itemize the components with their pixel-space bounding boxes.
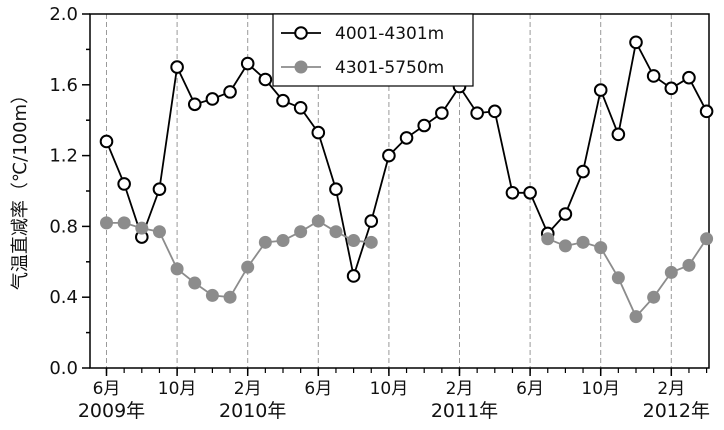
data-point xyxy=(311,214,325,228)
data-point xyxy=(276,93,290,108)
series-layer xyxy=(99,35,714,324)
data-point xyxy=(364,214,379,228)
data-point xyxy=(187,97,202,112)
y-tick-label: 2.0 xyxy=(49,4,78,25)
data-point xyxy=(170,262,184,276)
x-tick-label: 6月 xyxy=(304,379,332,399)
legend-marker xyxy=(294,26,308,40)
data-point xyxy=(99,134,114,149)
data-point xyxy=(117,216,131,230)
x-tick-label: 2月 xyxy=(446,379,474,399)
data-point xyxy=(347,234,361,248)
data-point xyxy=(135,221,149,235)
legend-label: 4001-4301m xyxy=(335,24,444,44)
data-point xyxy=(240,56,255,71)
data-point xyxy=(188,276,202,290)
y-tick-label: 1.2 xyxy=(49,146,78,167)
year-label: 2011年 xyxy=(431,400,498,422)
data-point xyxy=(611,271,625,285)
x-tick-label: 6月 xyxy=(516,379,544,399)
data-point xyxy=(329,182,343,197)
x-tick-label: 10月 xyxy=(158,379,197,399)
y-tick-label: 0.4 xyxy=(49,287,78,308)
data-point xyxy=(100,216,113,230)
series-line xyxy=(106,220,372,299)
data-point xyxy=(170,60,184,74)
data-point xyxy=(205,288,219,302)
legend-label: 4301-5750m xyxy=(335,58,444,78)
data-point xyxy=(558,239,572,253)
data-point xyxy=(223,290,237,304)
y-tick-label: 0.0 xyxy=(49,358,78,379)
data-point xyxy=(576,164,590,179)
series-2 xyxy=(100,214,714,324)
data-point xyxy=(223,85,237,99)
data-point xyxy=(593,83,608,97)
data-point xyxy=(699,104,714,119)
data-point xyxy=(611,127,626,142)
data-point xyxy=(329,225,343,239)
data-point xyxy=(488,104,502,119)
data-point xyxy=(294,225,308,239)
data-point xyxy=(558,207,573,221)
data-point xyxy=(417,118,432,133)
x-tick-label: 2月 xyxy=(657,379,685,399)
data-point xyxy=(664,81,679,96)
data-point xyxy=(629,35,643,50)
y-tick-label: 0.8 xyxy=(49,216,78,237)
data-point xyxy=(541,232,555,246)
data-point xyxy=(152,182,167,197)
data-point xyxy=(382,148,396,163)
data-point xyxy=(647,290,661,304)
year-label: 2010年 xyxy=(219,400,286,422)
data-point xyxy=(505,185,520,200)
data-point xyxy=(629,310,643,324)
data-point xyxy=(258,235,272,249)
x-tick-label: 10月 xyxy=(370,379,409,399)
legend-box xyxy=(272,13,474,87)
x-tick-label: 10月 xyxy=(581,379,620,399)
data-point xyxy=(664,265,678,279)
x-tick-label: 6月 xyxy=(93,379,121,399)
data-point xyxy=(276,234,290,248)
data-point xyxy=(523,185,537,200)
data-point xyxy=(594,241,608,255)
x-axis-ticks: 6月 10月 2月 6月 10月 2月 6月 10月 2月 xyxy=(93,368,708,399)
y-axis-label: 气温直减率（℃/100m） xyxy=(10,86,31,290)
data-point xyxy=(311,125,326,140)
data-point xyxy=(700,232,714,246)
legend-marker xyxy=(294,60,308,74)
data-point xyxy=(364,235,378,249)
y-tick-label: 1.6 xyxy=(49,75,78,96)
data-point xyxy=(205,92,220,106)
data-point xyxy=(646,69,661,83)
data-point xyxy=(293,101,308,115)
data-point xyxy=(435,106,449,120)
year-labels: 2009年 2010年 2011年 2012年 xyxy=(78,400,710,422)
data-point xyxy=(576,235,590,249)
data-point xyxy=(682,258,696,272)
data-point xyxy=(470,106,484,120)
data-point xyxy=(258,72,273,87)
data-point xyxy=(399,131,414,145)
series-1 xyxy=(99,35,714,283)
data-point xyxy=(117,177,131,191)
data-point xyxy=(682,70,696,85)
data-point xyxy=(346,269,361,283)
series-line xyxy=(547,237,708,319)
y-axis-ticks: 0.0 0.4 0.8 1.2 1.6 2.0 xyxy=(49,4,90,379)
data-point xyxy=(152,225,166,239)
data-point xyxy=(241,260,255,274)
year-label: 2012年 xyxy=(643,400,710,422)
legend: 4001-4301m 4301-5750m xyxy=(272,13,474,87)
x-tick-label: 2月 xyxy=(234,379,262,399)
year-label: 2009年 xyxy=(78,400,145,422)
